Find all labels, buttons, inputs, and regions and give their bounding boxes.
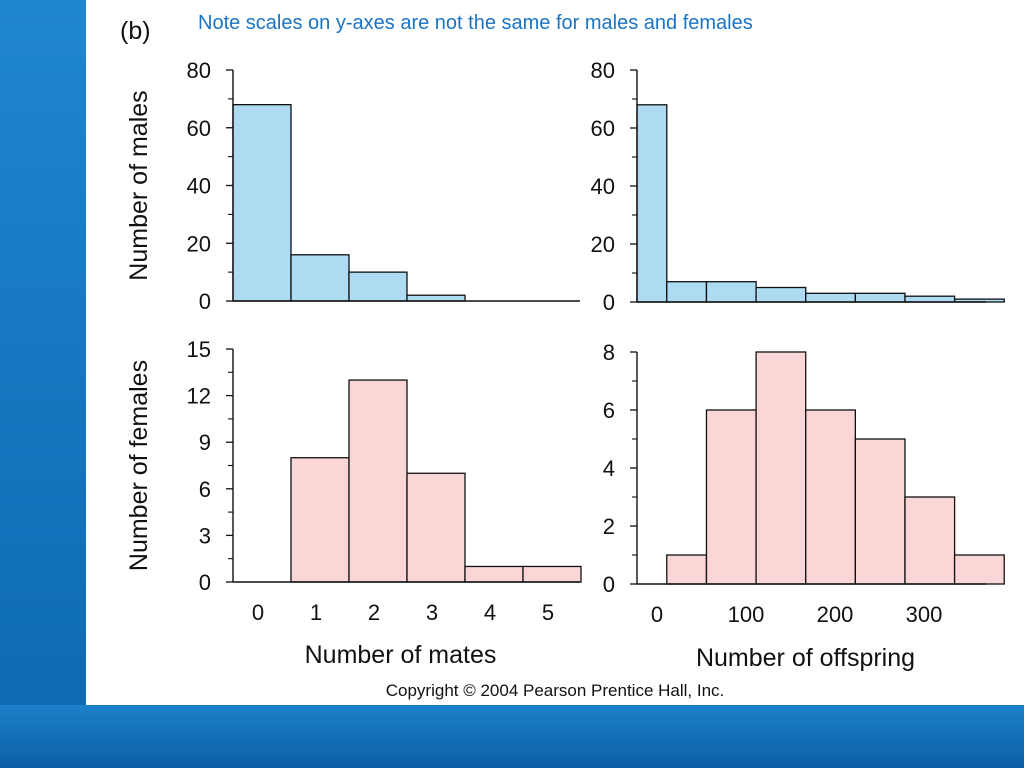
xtick-label-females-offspring-200: 200: [817, 602, 854, 627]
copyright-text: Copyright © 2004 Pearson Prentice Hall, …: [386, 681, 725, 700]
xtick-label-females-mates-5: 5: [542, 600, 554, 625]
xtick-label-females-mates-2: 2: [368, 600, 380, 625]
bar-females-offspring-30-70: [666, 554, 708, 585]
xlabel-females-offspring: Number of offspring: [696, 644, 915, 672]
ylabel-females-mates: Number of females: [125, 360, 153, 571]
ytick-label-males-mates-40: 40: [187, 174, 211, 199]
xtick-label-females-mates-0: 0: [252, 600, 264, 625]
bar-males-mates-2: [348, 271, 408, 302]
ytick-label-males-offspring-40: 40: [591, 174, 615, 199]
bar-females-mates-1: [290, 457, 350, 583]
bar-females-offspring-70-120: [705, 409, 757, 585]
left-blue-band: [0, 0, 86, 768]
chart-females-offspring: 0 2 4 6 8 0 100 200 300 Number of offspring: [603, 340, 1005, 672]
bar-males-mates-1: [290, 254, 350, 302]
ytick-label-females-offspring-4: 4: [603, 456, 615, 481]
ytick-label-males-offspring-80: 80: [591, 58, 615, 83]
bar-males-offspring-70-120: [705, 281, 757, 303]
ytick-label-males-mates-20: 20: [187, 231, 211, 256]
panel-label: (b): [120, 17, 151, 45]
ytick-label-females-mates-3: 3: [199, 523, 211, 548]
ytick-label-females-offspring-2: 2: [603, 514, 615, 539]
bar-females-mates-3: [406, 472, 466, 583]
ytick-label-females-offspring-6: 6: [603, 398, 615, 423]
bar-males-offspring-30-70: [666, 281, 708, 303]
bar-females-offspring-320-370: [953, 554, 1005, 585]
scale-note: Note scales on y-axes are not the same f…: [198, 12, 753, 34]
xtick-label-females-offspring-100: 100: [728, 602, 765, 627]
bar-females-offspring-270-320: [904, 496, 956, 585]
ytick-label-females-offspring-0: 0: [603, 572, 615, 597]
ytick-label-males-mates-60: 60: [187, 116, 211, 141]
ylabel-males-mates: Number of males: [125, 90, 153, 280]
xtick-label-females-offspring-300: 300: [906, 602, 943, 627]
chart-males-offspring: 0 20 40 60 80: [591, 58, 1005, 315]
bar-males-offspring-270-320: [904, 295, 956, 303]
xtick-label-females-mates-1: 1: [310, 600, 322, 625]
bar-females-mates-5: [522, 565, 582, 583]
ytick-label-females-offspring-8: 8: [603, 340, 615, 365]
ytick-label-females-mates-15: 15: [187, 337, 211, 362]
bar-females-offspring-170-220: [805, 409, 856, 585]
xtick-label-females-mates-4: 4: [484, 600, 496, 625]
ytick-label-females-mates-9: 9: [199, 430, 211, 455]
bar-females-mates-4: [464, 565, 524, 583]
bar-males-offspring-0-30: [636, 104, 668, 303]
bar-females-offspring-120-170: [755, 351, 807, 585]
ytick-label-males-mates-0: 0: [199, 289, 211, 314]
bar-males-mates-0: [232, 104, 292, 302]
bar-males-mates-3: [406, 294, 466, 302]
xtick-label-females-mates-3: 3: [426, 600, 438, 625]
ytick-label-females-mates-6: 6: [199, 477, 211, 502]
ytick-label-females-mates-0: 0: [199, 570, 211, 595]
ytick-label-males-mates-80: 80: [187, 58, 211, 83]
ytick-label-males-offspring-60: 60: [591, 116, 615, 141]
ytick-label-males-offspring-20: 20: [591, 232, 615, 257]
bar-males-offspring-170-220: [805, 292, 856, 303]
bottom-blue-band: [0, 705, 1024, 768]
bar-males-offspring-120-170: [755, 286, 807, 303]
ytick-label-males-offspring-0: 0: [603, 290, 615, 315]
xtick-label-females-offspring-0: 0: [651, 602, 663, 627]
ytick-label-females-mates-12: 12: [187, 384, 211, 409]
chart-males-mates: 0 20 40 60 80 Number of males: [125, 58, 580, 314]
xlabel-females-mates: Number of mates: [305, 641, 497, 669]
bar-females-mates-2: [348, 379, 408, 583]
bar-males-offspring-220-270: [854, 292, 906, 303]
bar-females-offspring-220-270: [854, 438, 906, 585]
